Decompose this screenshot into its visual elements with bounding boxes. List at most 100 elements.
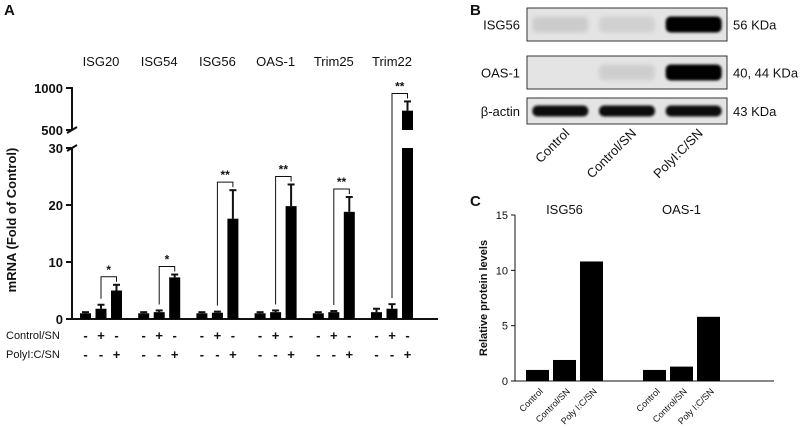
blot-band <box>532 105 589 117</box>
blot-protein-label: ISG56 <box>483 18 520 33</box>
condition-sign: + <box>287 347 295 362</box>
condition-sign: + <box>330 328 338 343</box>
condition-sign: - <box>316 347 320 362</box>
bar <box>254 313 266 319</box>
blot-protein-label: β-actin <box>481 104 520 119</box>
condition-sign: + <box>214 328 222 343</box>
condition-sign: + <box>97 328 105 343</box>
condition-sign: - <box>200 328 204 343</box>
y-tick-label: 15 <box>496 210 508 222</box>
gene-label: Trim22 <box>372 54 412 69</box>
y-tick-label: 10 <box>496 265 508 277</box>
condition-sign: - <box>258 347 262 362</box>
y-tick-label: 0 <box>56 312 63 327</box>
bar <box>153 312 165 319</box>
panel-b-western-blot: ISG56 56 KDa OAS-1 40, 44 KDa β-actin 43 KDa C… <box>481 7 799 182</box>
condition-sign: - <box>316 328 320 343</box>
row-label-control-sn: Control/SN <box>6 330 60 342</box>
gene-label: OAS-1 <box>256 54 295 69</box>
significance-bracket <box>275 175 292 305</box>
panel-a-chart: 0 10 20 30 500 1000 Control/SN PolyI:C/SN ISG20 -… <box>6 54 438 362</box>
blot-band <box>599 64 655 81</box>
y-tick-label: 20 <box>49 198 63 213</box>
bar <box>402 148 413 319</box>
bar <box>670 366 693 381</box>
y-tick-label: 30 <box>49 141 63 156</box>
condition-sign: - <box>142 328 146 343</box>
bar <box>285 206 297 319</box>
gene-label: ISG54 <box>141 54 178 69</box>
significance-bracket <box>216 181 234 306</box>
significance-bracket <box>100 276 117 299</box>
group-title: ISG56 <box>546 202 583 217</box>
condition-sign: + <box>272 328 280 343</box>
condition-sign: - <box>258 328 262 343</box>
condition-sign: - <box>405 328 409 343</box>
bar <box>643 369 666 381</box>
y-tick-label: 0 <box>502 376 508 388</box>
bar <box>138 313 150 319</box>
blot-band <box>599 105 655 117</box>
condition-sign: + <box>404 347 412 362</box>
condition-sign: - <box>231 328 235 343</box>
condition-sign: + <box>346 347 354 362</box>
blot-band <box>532 16 589 33</box>
bar <box>402 110 413 130</box>
bar <box>111 290 122 319</box>
condition-sign: - <box>273 347 277 362</box>
blot-lane-label: Control/SN <box>584 126 640 182</box>
significance-bracket <box>158 266 176 305</box>
blot-size-label: 40, 44 KDa <box>733 66 799 81</box>
y-tick-label: 500 <box>41 123 63 138</box>
blot-band <box>665 64 722 81</box>
blot-band <box>599 16 655 33</box>
panel-c-label: C <box>470 193 481 210</box>
condition-sign: + <box>113 347 121 362</box>
significance-marker: ** <box>337 175 347 189</box>
condition-sign: - <box>215 347 219 362</box>
significance-marker: ** <box>395 79 405 93</box>
blot-lane-label: Control <box>532 125 572 165</box>
condition-sign: + <box>171 347 179 362</box>
group-title: OAS-1 <box>662 202 701 217</box>
blot-size-label: 56 KDa <box>733 18 777 33</box>
bar <box>580 261 603 381</box>
condition-sign: - <box>374 347 378 362</box>
bar <box>270 312 282 319</box>
condition-sign: - <box>157 347 161 362</box>
blot-lane-label: PolyI:C/SN <box>650 126 706 182</box>
y-tick-label: 1000 <box>34 81 63 96</box>
condition-sign: - <box>173 328 177 343</box>
condition-sign: - <box>374 328 378 343</box>
condition-sign: - <box>83 347 87 362</box>
panel-c-y-axis-label: Relative protein levels <box>478 240 490 356</box>
gene-label: Trim25 <box>314 54 354 69</box>
bar <box>169 277 181 319</box>
bar <box>312 313 324 319</box>
bar <box>211 312 223 319</box>
condition-sign: - <box>332 347 336 362</box>
condition-sign: - <box>390 347 394 362</box>
significance-marker: ** <box>220 168 230 182</box>
significance-bracket <box>391 92 408 299</box>
bar <box>196 313 208 319</box>
significance-marker: ** <box>279 162 289 176</box>
blot-protein-label: OAS-1 <box>481 66 520 81</box>
condition-sign: + <box>155 328 163 343</box>
bar <box>80 313 91 319</box>
panel-a-label: A <box>4 2 15 19</box>
significance-marker: * <box>106 263 111 277</box>
condition-sign: + <box>388 328 396 343</box>
panel-a-y-axis-label: mRNA (Fold of Control) <box>4 148 19 293</box>
bar <box>526 369 549 381</box>
condition-sign: - <box>289 328 293 343</box>
bar <box>227 218 239 319</box>
blot-size-label: 43 KDa <box>733 104 777 119</box>
condition-sign: - <box>83 328 87 343</box>
condition-sign: - <box>200 347 204 362</box>
condition-sign: - <box>99 347 103 362</box>
condition-sign: - <box>142 347 146 362</box>
y-tick-label: 5 <box>502 321 508 333</box>
